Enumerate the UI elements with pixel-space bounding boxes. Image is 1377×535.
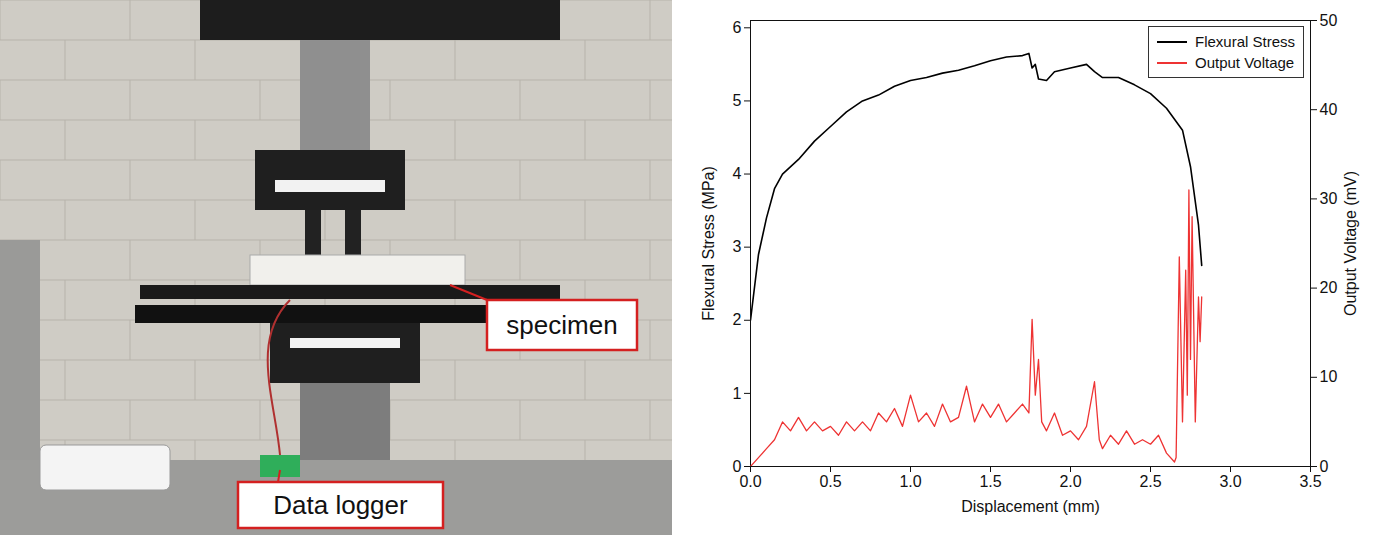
svg-text:40: 40 [1320, 101, 1338, 118]
svg-text:Output Voltage (mV): Output Voltage (mV) [1342, 171, 1359, 316]
svg-text:1: 1 [733, 385, 742, 402]
svg-text:2: 2 [733, 311, 742, 328]
svg-text:4: 4 [733, 165, 742, 182]
html-text:Output Voltage: Output Voltage [1195, 54, 1295, 71]
svg-text:Data logger: Data logger [273, 490, 408, 520]
svg-text:10: 10 [1320, 368, 1338, 385]
svg-text:6: 6 [733, 19, 742, 36]
svg-text:0.5: 0.5 [819, 473, 841, 490]
svg-text:Displacement (mm): Displacement (mm) [961, 498, 1100, 515]
svg-text:3: 3 [733, 238, 742, 255]
svg-text:0: 0 [732, 457, 742, 475]
svg-text:30: 30 [1320, 190, 1338, 207]
html-text:Flexural Stress: Flexural Stress [1195, 33, 1295, 50]
svg-text:0: 0 [1320, 458, 1329, 475]
svg-text:5: 5 [733, 92, 742, 109]
svg-text:1.5: 1.5 [979, 473, 1001, 490]
svg-text:2.0: 2.0 [1059, 473, 1081, 490]
svg-text:3.0: 3.0 [1219, 473, 1241, 490]
svg-text:0.0: 0.0 [739, 473, 761, 490]
svg-text:specimen: specimen [506, 310, 617, 340]
svg-text:Flexural Stress (MPa): Flexural Stress (MPa) [700, 166, 717, 321]
svg-text:2.5: 2.5 [1139, 473, 1161, 490]
svg-text:20: 20 [1320, 279, 1338, 296]
svg-text:1.0: 1.0 [899, 473, 921, 490]
svg-text:3.5: 3.5 [1299, 473, 1321, 490]
svg-text:50: 50 [1320, 12, 1338, 29]
